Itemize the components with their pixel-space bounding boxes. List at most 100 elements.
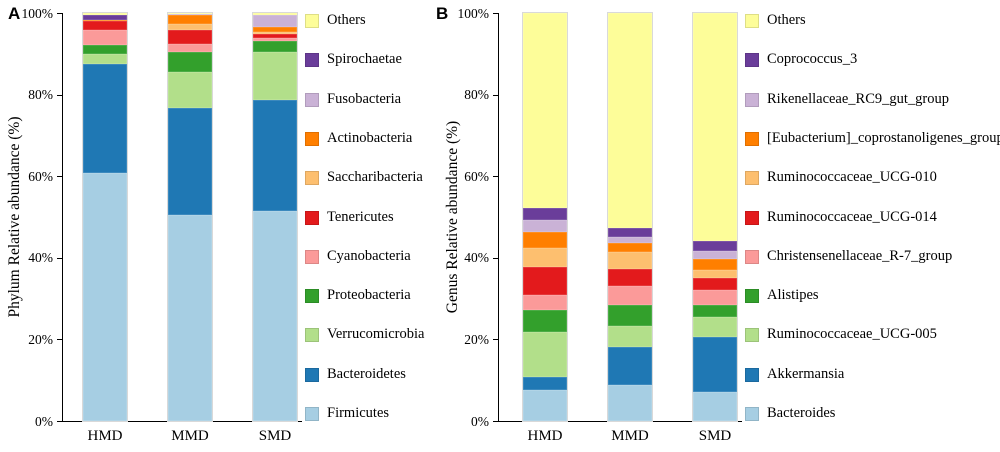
legend-item-label: Christensenellaceae_R-7_group — [767, 247, 953, 264]
x-category-label: MMD — [611, 428, 649, 444]
y-tick-label: 80% — [28, 87, 53, 103]
legend-item-label: Spirochaetae — [327, 51, 402, 68]
segment-ruminococcaceae-ucg-005 — [608, 325, 652, 347]
legend-color-swatch — [305, 53, 319, 68]
y-tick-label: 100% — [21, 5, 54, 21]
segment-verrucomicrobia — [168, 72, 212, 109]
legend-color-swatch — [745, 210, 759, 225]
y-axis-line — [498, 13, 499, 422]
legend-item-label: Alistipes — [767, 286, 819, 303]
y-tick-label: 60% — [28, 168, 53, 184]
y-tick-mark — [493, 94, 498, 96]
segment-others — [693, 13, 737, 242]
segment-alistipes — [523, 310, 567, 332]
y-tick-label: 40% — [28, 250, 53, 266]
legend-color-swatch — [305, 249, 319, 264]
segment-coprococcus-3 — [693, 241, 737, 251]
legend-color-swatch — [745, 131, 759, 146]
segment-eubacterium-coprostanoligenes-group — [608, 243, 652, 253]
segment-akkermansia — [523, 376, 567, 390]
segment-bacteroidetes — [253, 99, 297, 211]
panel-b-y-axis-title: Genus Relative abundance (%) — [444, 120, 461, 314]
segment-alistipes — [608, 304, 652, 326]
legend-color-swatch — [305, 289, 319, 304]
legend-color-swatch — [745, 53, 759, 68]
segment-proteobacteria — [253, 41, 297, 53]
segment-akkermansia — [608, 346, 652, 386]
segment-tenericutes — [83, 21, 127, 31]
y-tick-mark — [493, 13, 498, 14]
segment-others — [253, 13, 297, 15]
segment-rikenellaceae-rc9-gut-group — [523, 219, 567, 232]
legend-item-label: Fusobacteria — [327, 90, 402, 107]
y-tick-label: 20% — [28, 331, 53, 347]
segment-ruminococcaceae-ucg-005 — [523, 331, 567, 377]
segment-ruminococcaceae-ucg-014 — [693, 277, 737, 290]
y-tick-mark — [57, 339, 62, 341]
legend-color-swatch — [745, 92, 759, 107]
y-tick-mark — [57, 176, 62, 178]
legend-item-label: Proteobacteria — [327, 286, 411, 303]
legend-color-swatch — [745, 328, 759, 343]
segment-verrucomicrobia — [253, 52, 297, 100]
segment-verrucomicrobia — [83, 54, 127, 65]
segment-bacteroidetes — [83, 64, 127, 173]
legend-item-label: Actinobacteria — [327, 129, 413, 146]
panel-a-y-axis-title: Phylum Relative abundance (%) — [6, 116, 23, 318]
y-tick-label: 40% — [464, 250, 489, 266]
segment-christensenellaceae-r-7-group — [523, 294, 567, 311]
bar-smd — [693, 13, 737, 421]
segment-bacteroides — [523, 390, 567, 421]
segment-actinobacteria — [83, 19, 127, 21]
legend-color-swatch — [305, 407, 319, 421]
segment-actinobacteria — [253, 27, 297, 33]
legend-item-label: Saccharibacteria — [327, 169, 423, 186]
y-tick-label: 80% — [464, 87, 489, 103]
segment-ruminococcaceae-ucg-010 — [608, 252, 652, 269]
segment-firmicutes — [83, 172, 127, 421]
legend-item-label: Others — [767, 11, 806, 28]
legend-item-label: Bacteroides — [767, 404, 836, 421]
legend-color-swatch — [745, 289, 759, 304]
bar-smd — [253, 13, 297, 421]
segment-coprococcus-3 — [523, 208, 567, 220]
legend-item-label: Tenericutes — [327, 208, 394, 225]
segment-bacteroides — [693, 391, 737, 421]
segment-bacteroides — [608, 385, 652, 421]
segment-rikenellaceae-rc9-gut-group — [608, 237, 652, 244]
legend-item-label: [Eubacterium]_coprostanoligenes_group — [767, 129, 1000, 146]
y-tick-label: 0% — [471, 413, 489, 429]
segment-saccharibacteria — [168, 23, 212, 31]
segment-alistipes — [693, 304, 737, 317]
segment-bacteroidetes — [168, 108, 212, 215]
segment-others — [168, 13, 212, 14]
legend-item-label: Ruminococcaceae_UCG-014 — [767, 208, 937, 225]
segment-fusobacteria — [253, 15, 297, 28]
y-tick-mark — [57, 13, 62, 14]
segment-others — [608, 13, 652, 229]
legend-item-label: Cyanobacteria — [327, 247, 411, 264]
segment-ruminococcaceae-ucg-010 — [523, 248, 567, 267]
y-tick-label: 20% — [464, 331, 489, 347]
legend-item-label: Others — [327, 11, 366, 28]
y-tick-mark — [57, 421, 62, 422]
x-category-label: SMD — [698, 428, 732, 444]
segment-proteobacteria — [83, 45, 127, 55]
legend-color-swatch — [305, 210, 319, 225]
x-category-label: HMD — [527, 428, 563, 444]
legend-item-label: Akkermansia — [767, 365, 845, 382]
legend-color-swatch — [745, 249, 759, 264]
segment-spirochaetae — [83, 14, 127, 20]
y-tick-mark — [57, 94, 62, 96]
x-axis-line — [498, 421, 742, 422]
y-axis-line — [62, 13, 63, 422]
x-category-label: MMD — [171, 428, 209, 444]
segment-akkermansia — [693, 336, 737, 392]
legend-item-label: Bacteroidetes — [327, 365, 406, 382]
segment-actinobacteria — [168, 14, 212, 24]
segment-others — [523, 13, 567, 209]
y-tick-mark — [493, 257, 498, 259]
y-tick-label: 100% — [457, 5, 490, 21]
segment-christensenellaceae-r-7-group — [693, 289, 737, 305]
